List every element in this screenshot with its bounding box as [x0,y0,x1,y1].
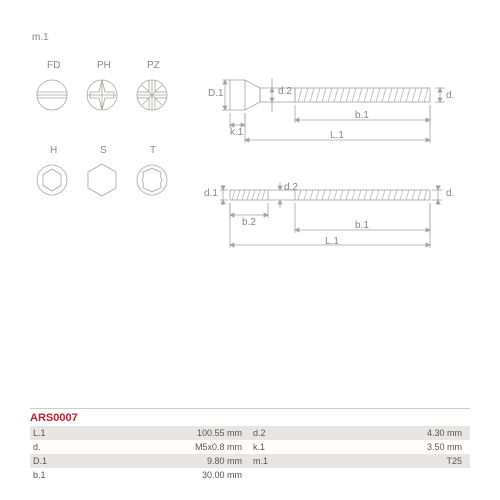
dim-d1-stud: d.1 [204,188,218,199]
icon-label-h: H [50,145,57,156]
dim-l1-stud: L.1 [325,236,339,247]
stud-side-view [210,160,470,260]
dim-b1: b.1 [355,110,369,121]
screw-side-view [210,50,470,160]
dim-l1: L.1 [330,130,344,141]
dim-d: d. [446,90,454,101]
spec-table: ARS0007 L.1100.55 mmd.24.30 mmd.M5x0.8 m… [30,408,470,482]
dim-b1-stud: b.1 [355,220,369,231]
spec-cell: b.130.00 mm [30,468,250,482]
icon-label-pz: PZ [147,60,160,71]
icon-label-fd: FD [47,60,60,71]
drive-icons-row2 [30,145,230,215]
spec-cell: k.13.50 mm [250,440,470,454]
icon-label-ph: PH [97,60,111,71]
spec-cell: D.19.80 mm [30,454,250,468]
dim-b2-stud: b.2 [242,217,256,228]
icon-label-s: S [100,145,107,156]
dim-d2: d.2 [278,86,292,97]
dim-d2-stud: d.2 [284,182,298,193]
dim-d1: D.1 [208,88,224,99]
spec-cell: d.M5x0.8 mm [30,440,250,454]
dim-k1: k.1 [230,127,243,138]
dim-d-stud: d. [446,188,454,199]
spec-cell: m.1T25 [250,454,470,468]
spec-cell: L.1100.55 mm [30,426,250,440]
spec-cell [250,468,470,482]
spec-cell: d.24.30 mm [250,426,470,440]
icon-label-t: T [150,145,156,156]
drive-types-title: m.1 [32,32,49,43]
part-number: ARS0007 [30,408,470,424]
